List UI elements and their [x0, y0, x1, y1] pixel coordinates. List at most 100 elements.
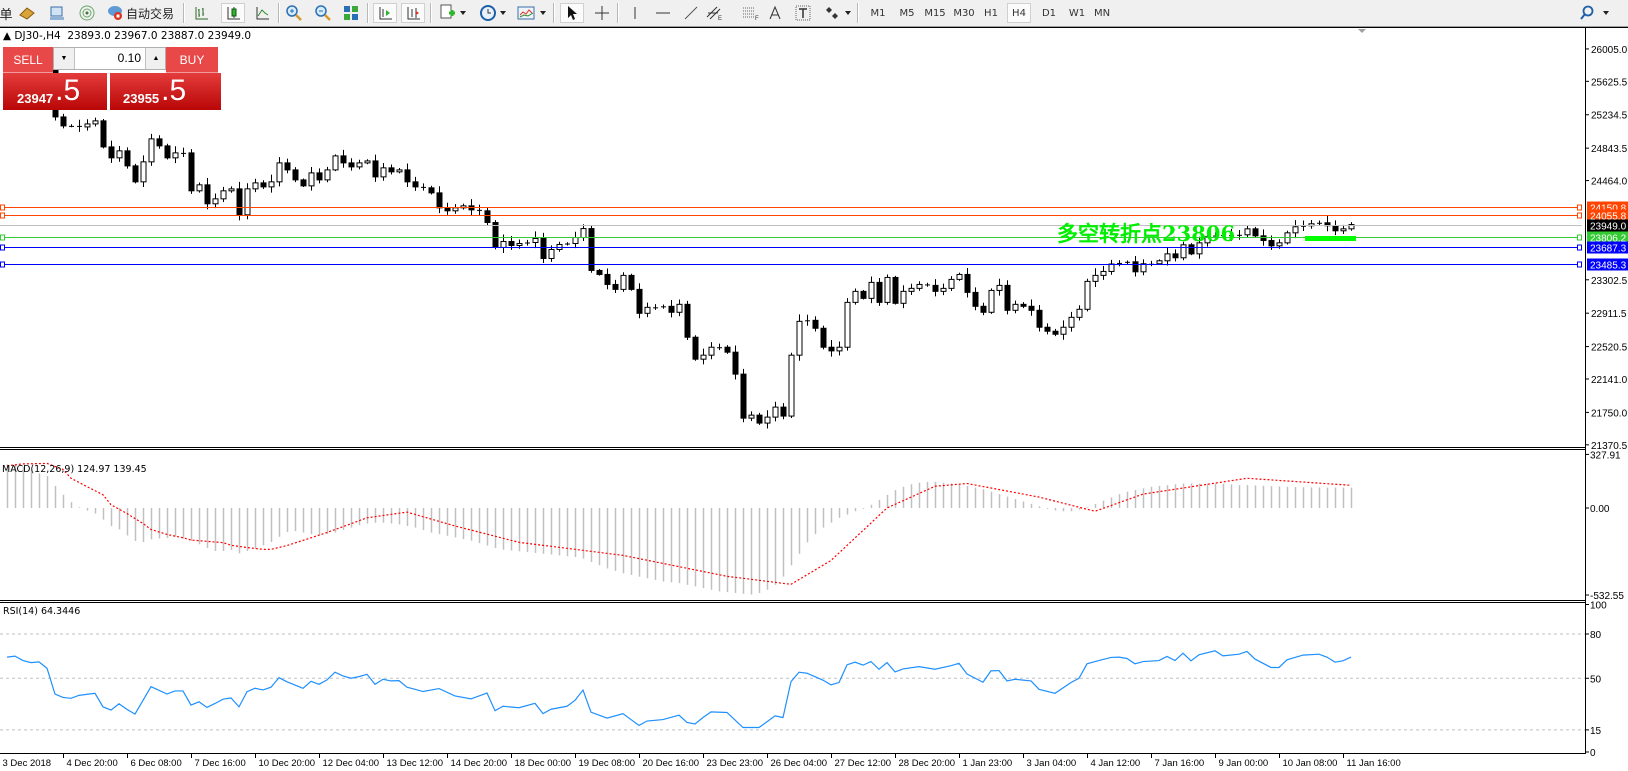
candle-bullish: [1244, 228, 1251, 236]
timeframe-m30[interactable]: M30: [953, 7, 975, 19]
periods-button[interactable]: [477, 3, 499, 23]
zoom-out-button[interactable]: [312, 3, 334, 23]
arrows-dropdown-arrow-icon[interactable]: [845, 11, 851, 15]
time-tick-label: 11 Jan 16:00: [1347, 758, 1401, 769]
candle-bullish: [868, 281, 875, 299]
lot-decrease-button[interactable]: ▼: [54, 48, 75, 69]
timeframe-m5[interactable]: M5: [899, 7, 915, 19]
collapse-triangle-icon[interactable]: ▲: [3, 30, 15, 42]
buy-button-top[interactable]: BUY: [166, 47, 218, 74]
autotrading-button[interactable]: 自动交易: [104, 3, 176, 23]
candle-bullish: [764, 416, 771, 424]
time-tick-label: 6 Dec 08:00: [131, 758, 182, 769]
timeframe-d1[interactable]: D1: [1041, 7, 1057, 19]
zoom-in-button[interactable]: [283, 3, 305, 23]
candle-bearish: [612, 283, 619, 290]
text-label-icon: [795, 5, 811, 21]
text-tool[interactable]: [766, 3, 784, 23]
fibonacci-icon: F: [743, 7, 759, 21]
lot-increase-button[interactable]: ▲: [145, 48, 166, 69]
buy-price-button[interactable]: 23955.5: [110, 73, 221, 110]
chart-shift-button[interactable]: [401, 3, 425, 23]
timeframe-h1[interactable]: H1: [984, 7, 998, 19]
horizontal-line-icon: [656, 12, 670, 14]
candle-bearish: [1036, 309, 1043, 328]
trendline-tool[interactable]: [681, 3, 701, 23]
level-left-handle: [0, 234, 5, 241]
candle-bullish: [244, 188, 251, 216]
search-dropdown-arrow-icon[interactable]: [1603, 11, 1609, 15]
indicators-dropdown-arrow-icon[interactable]: [460, 11, 466, 15]
level-left-handle: [0, 212, 5, 219]
candle-bullish: [364, 160, 371, 164]
candle-bullish: [836, 346, 843, 352]
candle-bearish: [340, 155, 347, 164]
navigator-button[interactable]: [16, 3, 38, 23]
candle-bullish: [548, 249, 555, 259]
price-level-label: 23687.3: [1590, 244, 1627, 255]
arrows-tool[interactable]: [822, 3, 842, 23]
bar-chart-button[interactable]: [190, 3, 212, 23]
vertical-line-tool[interactable]: [625, 3, 645, 23]
turning-point-annotation[interactable]: 多空转折点23806: [1057, 221, 1236, 246]
tile-windows-button[interactable]: [340, 3, 362, 23]
price-level-label: 24055.8: [1590, 212, 1627, 223]
candle-bullish: [196, 184, 203, 192]
periods-dropdown-arrow-icon[interactable]: [500, 11, 506, 15]
time-tick-label: 7 Jan 16:00: [1155, 758, 1205, 769]
candle-bearish: [492, 222, 499, 248]
lot-input[interactable]: 0.10: [75, 48, 145, 69]
candle-bearish: [412, 181, 419, 188]
sell-price-button[interactable]: 23947.5: [3, 73, 107, 110]
timeframe-m1[interactable]: M1: [870, 7, 886, 19]
candle-bullish: [172, 152, 179, 159]
candle-bearish: [444, 207, 451, 212]
line-chart-button[interactable]: [251, 3, 273, 23]
candle-bullish: [1276, 242, 1283, 247]
price-tick-label: 24843.5: [1591, 144, 1628, 155]
timeframe-m15[interactable]: M15: [924, 7, 946, 19]
lot-spinner[interactable]: ▼ 0.10 ▲: [53, 47, 166, 70]
level-right-handle: [1577, 204, 1582, 211]
text-label-tool[interactable]: [793, 3, 813, 23]
price-level-label-bg: [1587, 258, 1628, 271]
sell-button-top[interactable]: SELL: [3, 47, 53, 74]
signals-button[interactable]: [76, 3, 98, 23]
fibonacci-tool[interactable]: F: [740, 3, 762, 23]
candle-bullish: [700, 354, 707, 360]
cursor-tool[interactable]: [560, 3, 584, 23]
candle-bullish: [148, 138, 155, 163]
timeframe-w1[interactable]: W1: [1068, 7, 1086, 19]
candle-bullish: [1068, 316, 1075, 328]
candle-bearish: [1028, 305, 1035, 311]
timeframe-h4[interactable]: H4: [1007, 3, 1031, 23]
price-level-label-bg: [1587, 209, 1628, 222]
crosshair-tool[interactable]: [591, 3, 613, 23]
candle-bullish: [620, 274, 627, 290]
indicators-button[interactable]: [437, 3, 459, 23]
search-button[interactable]: [1577, 3, 1597, 23]
candle-bearish: [1172, 253, 1179, 259]
candle-bullish: [1108, 263, 1115, 272]
candle-bullish: [308, 172, 315, 187]
timeframe-mn[interactable]: MN: [1093, 7, 1111, 19]
autotrading-icon: [107, 6, 122, 20]
templates-button[interactable]: [515, 3, 537, 23]
candle-bullish: [1012, 303, 1019, 311]
horizontal-line-tool[interactable]: [653, 3, 673, 23]
candle-bearish: [100, 120, 107, 148]
candle-bullish: [1092, 274, 1099, 282]
rsi-tick-label: 100: [1590, 601, 1607, 612]
candle-bullish: [92, 120, 99, 125]
candlestick-chart-button[interactable]: [221, 3, 245, 23]
auto-scroll-button[interactable]: [373, 3, 397, 23]
time-tick-label: 20 Dec 16:00: [643, 758, 700, 769]
equidistant-channel-tool[interactable]: E: [704, 3, 726, 23]
templates-dropdown-arrow-icon[interactable]: [540, 11, 546, 15]
candle-bearish: [636, 288, 643, 314]
candle-bullish: [324, 169, 331, 181]
candle-bearish: [1268, 240, 1275, 247]
terminal-button[interactable]: [46, 3, 68, 23]
time-tick-label: 1 Jan 23:00: [963, 758, 1013, 769]
